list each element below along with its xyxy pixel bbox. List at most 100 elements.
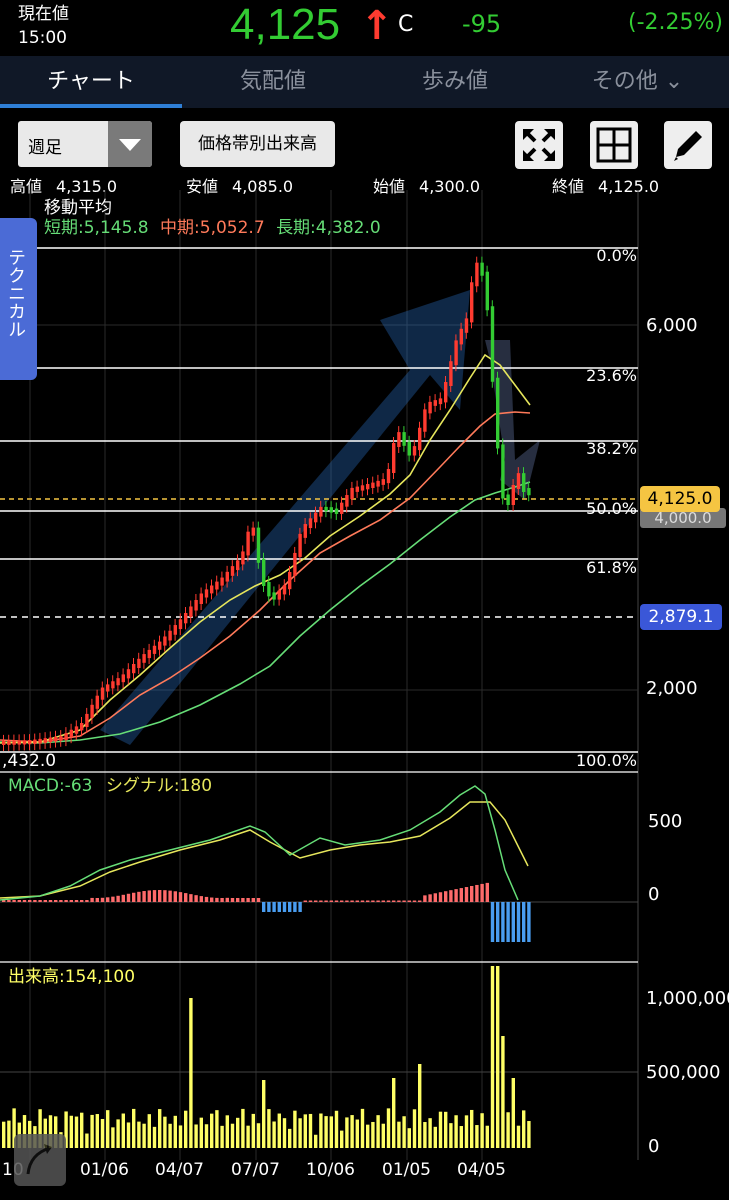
curve-arrow-icon [26,1144,52,1175]
macd-bar [407,900,411,902]
candle [12,740,16,745]
candle [147,649,151,659]
volume-bar [293,1110,297,1148]
volume-bar [54,1116,58,1148]
macd-bar [392,900,396,902]
candle [418,427,422,451]
candle [220,577,224,586]
volume-bar [204,1124,209,1148]
grid-icon [596,127,632,163]
price-change-percent: (-2.25%) [628,10,723,35]
volume-bar [522,1110,526,1148]
candle [152,645,157,654]
macd-bar [38,900,42,902]
candle [293,552,297,576]
tab-more[interactable]: その他 ⌄ [591,69,684,94]
volume-bar [444,1111,448,1148]
volume-bar [111,1127,115,1148]
fib-61-8: 61.8% [586,558,637,577]
candle [381,479,385,485]
candle [158,641,162,650]
fib-100: 100.0% [575,751,637,770]
candle [428,401,432,414]
close-flag: C [398,12,414,37]
candle [64,733,68,741]
macd-bar [282,902,287,912]
line-price-tag: 2,879.1 [640,604,722,630]
candle [345,495,349,507]
volume-bar [199,1117,203,1148]
volume-axis-1m: 1,000,000 [646,988,729,1009]
macd-bar [511,902,515,942]
macd-bar [334,900,339,902]
volume-bar [366,1124,370,1148]
volume-bar [485,1125,489,1148]
period-select[interactable]: 週足 [18,121,152,167]
candle [204,589,209,598]
candle [137,658,141,668]
grid-button[interactable] [590,121,638,169]
pencil-icon [674,131,702,161]
volume-bar [407,1128,411,1148]
volume-bar [516,1125,521,1148]
up-arrow-icon: ↑ [360,3,394,49]
current-price: 4,125 [230,0,341,49]
candle [288,572,292,590]
macd-bar [366,900,370,902]
candle [43,738,47,743]
macd-bar [28,900,32,902]
date-label: 01/05 [382,1160,431,1180]
volume-bar [319,1113,323,1148]
volume-bar [288,1128,292,1148]
tab-ticks[interactable]: 歩み値 [421,69,488,94]
volume-bar [64,1111,68,1148]
macd-bar [418,900,422,902]
volume-bar [371,1121,375,1148]
volume-bar [459,1126,463,1148]
volume-bar [38,1109,42,1148]
tab-chart[interactable]: チャート [47,69,135,94]
fib-50: 50.0% [586,499,637,518]
volume-bar [423,1122,427,1148]
candle [106,684,110,692]
volume-bar [100,1118,105,1148]
macd-bar [449,890,453,902]
drawing-tool-button[interactable] [14,1134,66,1186]
technical-side-tab[interactable]: テクニカル [0,218,37,380]
volume-bar [454,1115,458,1148]
candle [314,512,318,523]
candle [17,740,21,745]
draw-button[interactable] [664,121,712,169]
macd-bar [95,897,99,902]
candle [527,488,531,496]
tab-quotes[interactable]: 気配値 [239,69,306,94]
macd-bar [293,902,297,912]
volume-profile-button[interactable]: 価格帯別出来高 [180,121,335,167]
candle [168,630,172,641]
macd-bar [501,902,505,942]
volume-bar [470,1109,474,1148]
technical-side-tab-label: テクニカル [5,248,26,338]
stock-chart[interactable] [0,190,729,1200]
expand-button[interactable] [515,121,563,169]
close-value: 終値 4,125.0 [552,177,660,196]
macd-bar [64,900,68,902]
volume-bar [428,1118,432,1148]
macd-bar [272,902,276,912]
volume-axis-500k: 500,000 [646,1062,721,1083]
fib-38-2: 38.2% [586,439,637,458]
macd-bar [433,893,437,902]
candle [80,723,84,731]
candle [262,558,266,586]
macd-bar [163,890,167,902]
macd-axis-0: 0 [648,884,660,905]
candle [464,318,469,333]
chevron-down-icon [108,121,152,167]
volume-bar [490,966,495,1148]
volume-bar [496,966,500,1148]
macd-bar [371,900,375,902]
open-value: 始値 4,300.0 [373,177,481,196]
volume-bar [225,1115,229,1148]
macd-bar [204,896,209,902]
candle [215,581,219,590]
